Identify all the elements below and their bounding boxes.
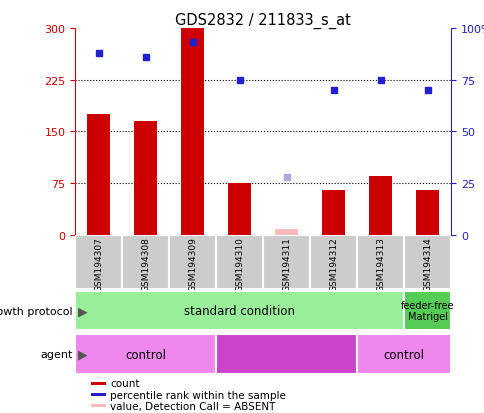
Text: ▶: ▶ [77,304,87,317]
Text: ▶: ▶ [77,348,87,361]
Title: GDS2832 / 211833_s_at: GDS2832 / 211833_s_at [175,13,350,29]
Bar [181,29,204,235]
Text: percentile rank within the sample: percentile rank within the sample [110,389,286,400]
Bar [87,115,110,235]
Text: GSM194307: GSM194307 [94,237,103,292]
Bar [75,235,122,289]
Text: growth protocol: growth protocol [0,306,73,316]
Text: rank, Detection Call = ABSENT: rank, Detection Call = ABSENT [110,412,270,413]
Bar [134,122,157,235]
Bar [91,404,106,407]
Text: control: control [125,348,166,361]
Bar [403,291,450,330]
Text: value, Detection Call = ABSENT: value, Detection Call = ABSENT [110,401,275,411]
Bar [309,235,356,289]
Bar [75,335,216,374]
Text: feeder-free
Matrigel: feeder-free Matrigel [400,300,454,322]
Text: sphingosine-1-phosphate: sphingosine-1-phosphate [229,350,343,358]
Bar [91,382,106,385]
Bar [216,235,262,289]
Text: GSM194313: GSM194313 [375,237,384,292]
Bar [368,177,392,235]
Text: agent: agent [40,349,73,359]
Text: GSM194309: GSM194309 [188,237,197,292]
Bar [356,335,450,374]
Text: GSM194311: GSM194311 [282,237,290,292]
Bar [262,235,309,289]
Text: GSM194312: GSM194312 [329,237,337,292]
Bar [91,393,106,396]
Text: GSM194314: GSM194314 [422,237,431,292]
Text: GSM194308: GSM194308 [141,237,150,292]
Bar [169,235,216,289]
Bar [227,184,251,235]
Text: GSM194310: GSM194310 [235,237,243,292]
Bar [321,191,345,235]
Bar [403,235,450,289]
Bar [356,235,403,289]
Bar [122,235,169,289]
Bar [415,191,439,235]
Bar [216,335,356,374]
Bar [274,230,298,235]
Text: standard condition: standard condition [184,304,294,317]
Bar [75,291,403,330]
Text: control: control [383,348,424,361]
Text: count: count [110,378,139,389]
